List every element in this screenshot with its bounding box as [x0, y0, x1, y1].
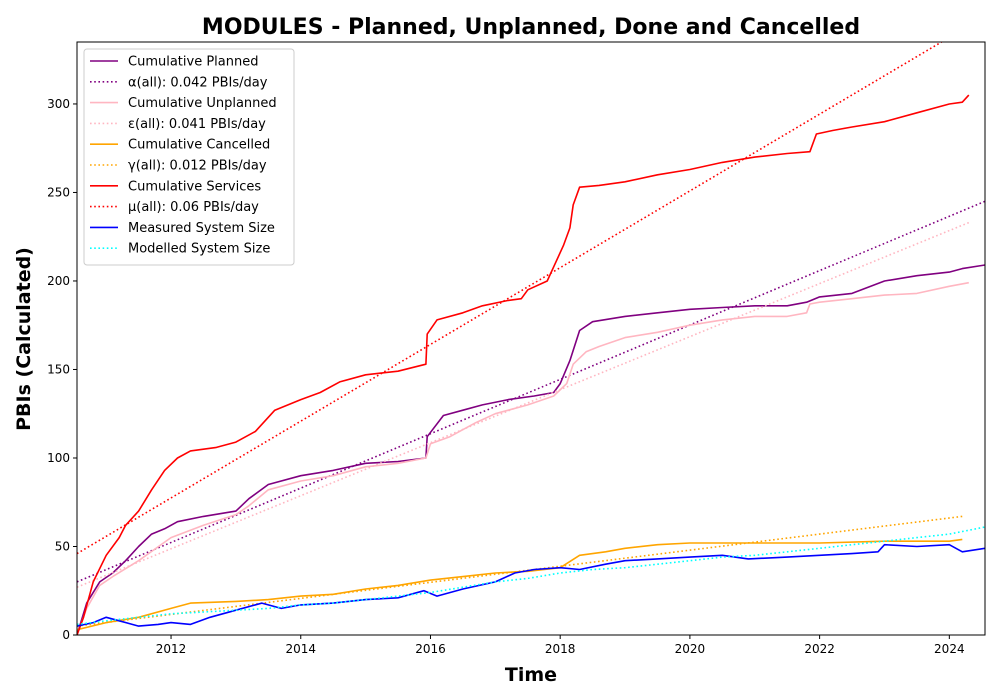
x-tick-label: 2016 [415, 642, 446, 656]
chart-title: MODULES - Planned, Unplanned, Done and C… [202, 15, 860, 40]
y-axis-label: PBIs (Calculated) [13, 247, 35, 431]
series-line-cumulative-unplanned [77, 283, 969, 635]
y-tick-label: 50 [55, 539, 70, 553]
series-line-all-0-041-pbis-day [77, 223, 969, 588]
x-tick-label: 2012 [156, 642, 187, 656]
legend-label: ε(all): 0.041 PBIs/day [128, 117, 266, 132]
x-axis-label: Time [505, 664, 557, 686]
legend-label: Cumulative Services [128, 179, 261, 194]
legend: Cumulative Planned α(all): 0.042 PBIs/day… [84, 49, 294, 265]
series-line-measured-system-size [77, 545, 985, 626]
x-axis: 2012 2014 2016 2018 2020 2022 2024 [156, 635, 965, 656]
x-tick-label: 2014 [285, 642, 316, 656]
legend-label: Measured System Size [128, 221, 275, 236]
series-line-cumulative-planned [77, 265, 985, 635]
x-tick-label: 2020 [675, 642, 706, 656]
legend-label: γ(all): 0.012 PBIs/day [128, 159, 267, 174]
legend-label: Cumulative Cancelled [128, 138, 270, 153]
y-tick-label: 250 [47, 185, 70, 199]
series-line-cumulative-cancelled [77, 539, 962, 629]
legend-label: α(all): 0.042 PBIs/day [128, 75, 268, 90]
y-tick-label: 100 [47, 451, 70, 465]
legend-label: Cumulative Planned [128, 55, 258, 70]
x-tick-label: 2022 [804, 642, 835, 656]
y-axis: 0 50 100 150 200 250 300 [47, 97, 77, 642]
y-tick-label: 0 [62, 628, 70, 642]
legend-label: Cumulative Unplanned [128, 96, 277, 111]
x-tick-label: 2024 [934, 642, 965, 656]
legend-label: Modelled System Size [128, 242, 270, 257]
y-tick-label: 300 [47, 97, 70, 111]
legend-label: μ(all): 0.06 PBIs/day [128, 200, 259, 215]
y-tick-label: 200 [47, 274, 70, 288]
y-tick-label: 150 [47, 362, 70, 376]
x-tick-label: 2018 [545, 642, 576, 656]
